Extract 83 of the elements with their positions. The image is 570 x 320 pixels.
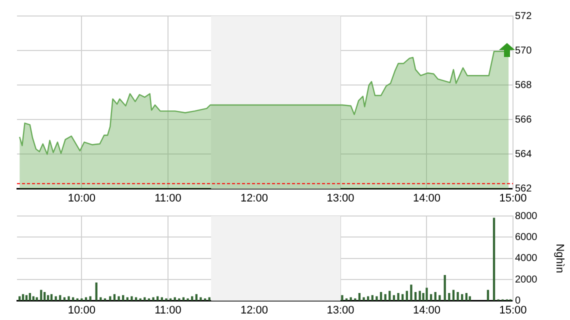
x-tick-label: 15:00 (499, 192, 527, 204)
bar (367, 296, 370, 301)
bar (54, 296, 57, 301)
bar (89, 296, 92, 301)
bar (486, 290, 490, 301)
bar (165, 298, 168, 301)
bar (44, 292, 46, 301)
bar (380, 292, 382, 301)
bar (388, 290, 391, 301)
bar (40, 290, 42, 301)
x-tick-label: 11:00 (154, 192, 182, 204)
bar (109, 296, 112, 301)
bar (200, 297, 202, 301)
bar (397, 293, 400, 301)
bar (465, 293, 468, 301)
bar (448, 293, 450, 301)
x-tick-label: 10:00 (68, 304, 96, 316)
bar (118, 296, 120, 301)
y-tick-label: 8000 (515, 210, 538, 222)
bar (156, 296, 159, 301)
bar (402, 294, 404, 301)
bar (444, 275, 446, 301)
bar (438, 295, 441, 301)
x-tick-label: 12:00 (240, 192, 268, 204)
bar (371, 295, 374, 301)
bar (50, 294, 53, 301)
x-tick-label: 10:00 (68, 192, 96, 204)
bar (195, 294, 198, 301)
bar (152, 297, 154, 301)
bar (28, 293, 32, 301)
x-tick-label: 13:00 (326, 192, 354, 204)
y-tick-label: 572 (515, 10, 532, 22)
bar (113, 294, 116, 301)
bar (32, 296, 34, 301)
bar (468, 296, 471, 301)
bar (122, 295, 124, 301)
bar (426, 288, 428, 301)
y-axis-title: Nghìn (553, 244, 566, 274)
bar (456, 292, 459, 301)
bar (341, 295, 344, 301)
bar (358, 293, 361, 301)
x-tick-label: 11:00 (154, 304, 182, 316)
bar (434, 292, 436, 301)
bar (410, 284, 412, 301)
bar (68, 296, 70, 301)
bar (418, 290, 421, 301)
bar (191, 296, 194, 301)
bar (22, 294, 24, 301)
bar (46, 295, 50, 301)
y-tick-label: 562 (515, 184, 532, 195)
x-tick-label: 14:00 (412, 304, 441, 316)
bar (59, 295, 62, 301)
bar (350, 297, 352, 301)
bar (492, 218, 496, 301)
y-tick-label: 0 (515, 296, 521, 307)
y-tick-label: 2000 (515, 274, 538, 286)
bar (178, 298, 180, 301)
bar (461, 294, 464, 301)
bar (406, 290, 408, 301)
bar (130, 296, 133, 301)
x-tick-label: 13:00 (326, 304, 354, 316)
bar (18, 296, 21, 301)
bar (430, 294, 432, 301)
bar (186, 298, 189, 301)
bar (384, 294, 386, 301)
x-tick-label: 15:00 (499, 304, 527, 316)
bar (376, 296, 378, 301)
y-tick-label: 568 (515, 80, 532, 91)
bar (414, 292, 417, 301)
x-tick-label: 12:00 (240, 304, 268, 316)
bar (95, 282, 98, 301)
y-tick-label: 566 (515, 114, 532, 126)
y-tick-label: 564 (515, 148, 532, 160)
x-tick-label: 14:00 (412, 192, 441, 204)
bar (392, 295, 396, 301)
bar (100, 297, 102, 301)
y-tick-label: 6000 (515, 232, 538, 243)
bar (452, 290, 455, 301)
bar (362, 297, 365, 301)
bar (80, 298, 83, 301)
y-tick-label: 570 (515, 45, 532, 56)
bar (25, 295, 28, 301)
y-tick-label: 4000 (515, 253, 538, 264)
